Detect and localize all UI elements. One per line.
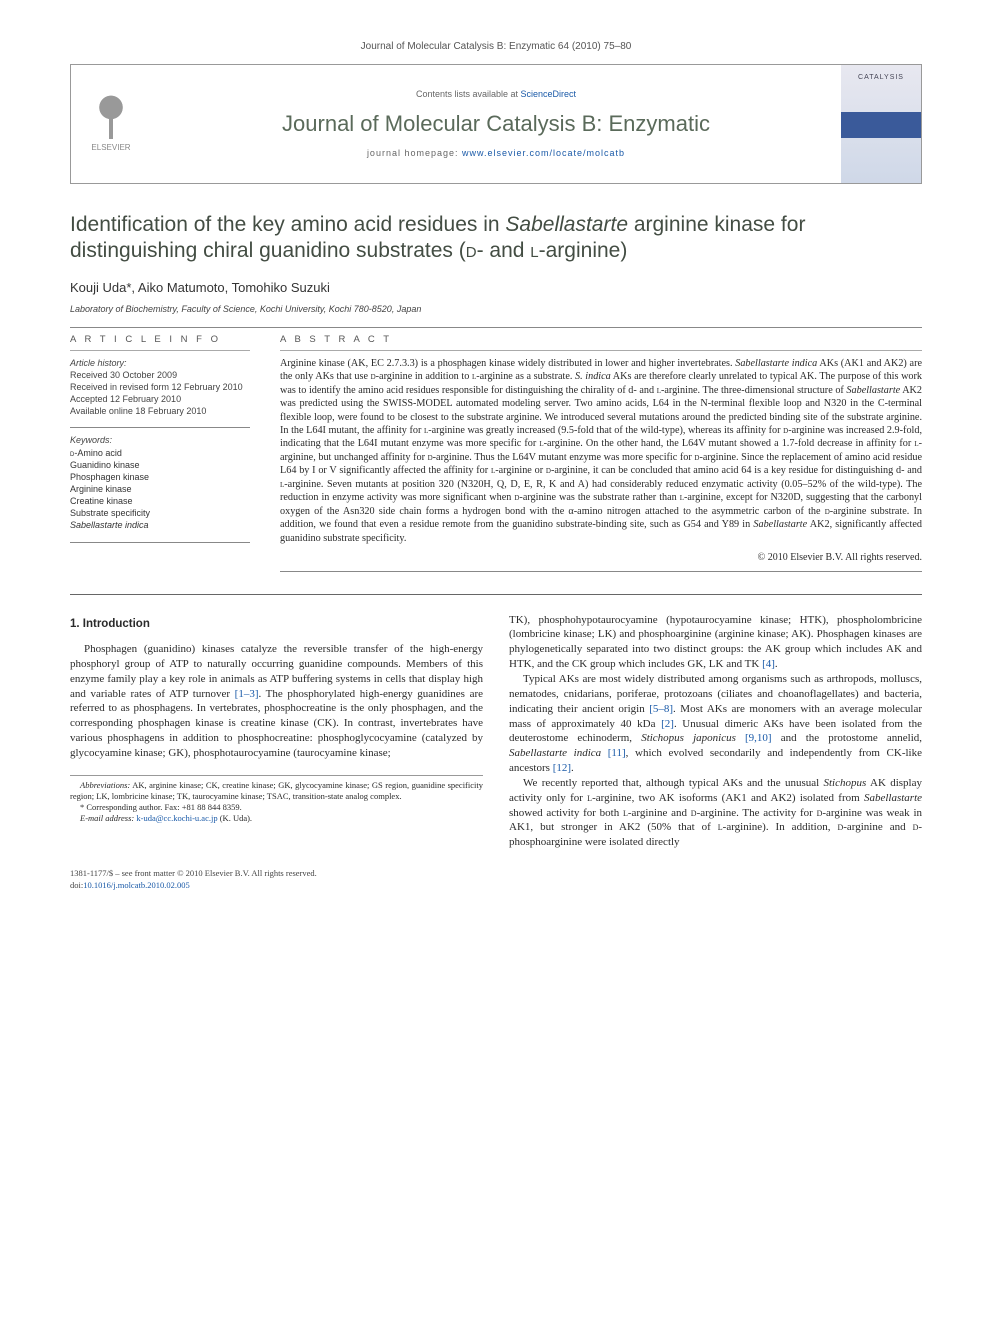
divider bbox=[70, 594, 922, 595]
page-footer: 1381-1177/$ – see front matter © 2010 El… bbox=[70, 868, 922, 891]
email-suffix: (K. Uda). bbox=[218, 813, 252, 823]
citation-link[interactable]: [12] bbox=[553, 762, 571, 774]
history-label: Article history: bbox=[70, 357, 250, 369]
citation-link[interactable]: [9,10] bbox=[745, 732, 772, 744]
corresponding-footnote: * Corresponding author. Fax: +81 88 844 … bbox=[70, 802, 483, 813]
title-italic: Sabellastarte bbox=[505, 213, 628, 236]
elsevier-tree-icon bbox=[92, 93, 130, 141]
title-sc: d bbox=[466, 239, 477, 262]
email-link[interactable]: k-uda@cc.kochi-u.ac.jp bbox=[136, 813, 217, 823]
divider bbox=[70, 327, 922, 328]
doi-label: doi: bbox=[70, 880, 83, 890]
divider bbox=[70, 427, 250, 428]
running-head: Journal of Molecular Catalysis B: Enzyma… bbox=[70, 40, 922, 54]
sciencedirect-link[interactable]: ScienceDirect bbox=[521, 89, 577, 99]
p3-text: Typical AKs are most widely distributed … bbox=[509, 673, 922, 774]
title-sc: l bbox=[530, 239, 538, 262]
history-item: Received 30 October 2009 bbox=[70, 369, 250, 381]
p4-text: We recently reported that, although typi… bbox=[509, 777, 922, 848]
journal-cover-thumb: CATALYSIS bbox=[841, 65, 921, 183]
history-block: Article history: Received 30 October 200… bbox=[70, 357, 250, 418]
info-abstract-row: A R T I C L E I N F O Article history: R… bbox=[70, 334, 922, 574]
citation-link[interactable]: [1–3] bbox=[235, 688, 259, 700]
email-footnote: E-mail address: k-uda@cc.kochi-u.ac.jp (… bbox=[70, 813, 483, 824]
homepage-line: journal homepage: www.elsevier.com/locat… bbox=[161, 147, 831, 159]
contents-line: Contents lists available at ScienceDirec… bbox=[161, 88, 831, 100]
abbrev-footnote: Abbreviations: AK, arginine kinase; CK, … bbox=[70, 780, 483, 802]
issn-line: 1381-1177/$ – see front matter © 2010 El… bbox=[70, 868, 922, 879]
cover-label: CATALYSIS bbox=[858, 73, 904, 82]
history-item: Received in revised form 12 February 201… bbox=[70, 381, 250, 393]
affiliation: Laboratory of Biochemistry, Faculty of S… bbox=[70, 303, 922, 315]
citation-link[interactable]: [4] bbox=[762, 658, 775, 670]
header-center: Contents lists available at ScienceDirec… bbox=[151, 65, 841, 183]
title-part: Identification of the key amino acid res… bbox=[70, 213, 505, 236]
homepage-link[interactable]: www.elsevier.com/locate/molcatb bbox=[462, 148, 625, 158]
journal-title: Journal of Molecular Catalysis B: Enzyma… bbox=[161, 109, 831, 139]
article-info-heading: A R T I C L E I N F O bbox=[70, 334, 250, 351]
citation-link[interactable]: [2] bbox=[661, 718, 674, 730]
title-part: -arginine) bbox=[539, 239, 628, 262]
paragraph: Typical AKs are most widely distributed … bbox=[509, 672, 922, 776]
keyword: Phosphagen kinase bbox=[70, 471, 250, 483]
paragraph: We recently reported that, although typi… bbox=[509, 776, 922, 850]
abstract-heading: A B S T R A C T bbox=[280, 334, 922, 351]
keyword: d-Amino acid bbox=[70, 447, 250, 459]
footnotes: Abbreviations: AK, arginine kinase; CK, … bbox=[70, 775, 483, 824]
p2-text: TK), phosphohypotaurocyamine (hypotauroc… bbox=[509, 614, 922, 671]
contents-prefix: Contents lists available at bbox=[416, 89, 521, 99]
keyword: Creatine kinase bbox=[70, 495, 250, 507]
cover-band bbox=[841, 112, 921, 138]
keyword: Arginine kinase bbox=[70, 483, 250, 495]
keywords-block: Keywords: d-Amino acid Guanidino kinase … bbox=[70, 434, 250, 531]
elsevier-logo: ELSEVIER bbox=[71, 65, 151, 183]
homepage-prefix: journal homepage: bbox=[367, 148, 462, 158]
email-label: E-mail address: bbox=[80, 813, 136, 823]
article-title: Identification of the key amino acid res… bbox=[70, 212, 922, 266]
p1-text: Phosphagen (guanidino) kinases catalyze … bbox=[70, 643, 483, 759]
abbrev-text: AK, arginine kinase; CK, creatine kinase… bbox=[70, 780, 483, 801]
article-info: A R T I C L E I N F O Article history: R… bbox=[70, 334, 250, 574]
abstract-column: A B S T R A C T Arginine kinase (AK, EC … bbox=[280, 334, 922, 574]
keyword: Sabellastarte indica bbox=[70, 519, 250, 531]
section-heading: 1. Introduction bbox=[70, 617, 483, 633]
paragraph: TK), phosphohypotaurocyamine (hypotauroc… bbox=[509, 613, 922, 672]
copyright: © 2010 Elsevier B.V. All rights reserved… bbox=[280, 551, 922, 565]
history-item: Accepted 12 February 2010 bbox=[70, 393, 250, 405]
journal-header: ELSEVIER Contents lists available at Sci… bbox=[70, 64, 922, 184]
abstract-text: Arginine kinase (AK, EC 2.7.3.3) is a ph… bbox=[280, 357, 922, 545]
history-item: Available online 18 February 2010 bbox=[70, 405, 250, 417]
doi-link[interactable]: 10.1016/j.molcatb.2010.02.005 bbox=[83, 880, 189, 890]
keywords-label: Keywords: bbox=[70, 434, 250, 446]
body-text: 1. Introduction Phosphagen (guanidino) k… bbox=[70, 613, 922, 851]
keyword: Guanidino kinase bbox=[70, 459, 250, 471]
doi-line: doi:10.1016/j.molcatb.2010.02.005 bbox=[70, 880, 922, 891]
paragraph: Phosphagen (guanidino) kinases catalyze … bbox=[70, 642, 483, 761]
elsevier-text: ELSEVIER bbox=[91, 143, 130, 154]
citation-link[interactable]: [5–8] bbox=[649, 703, 673, 715]
divider bbox=[70, 542, 250, 543]
keyword: Substrate specificity bbox=[70, 507, 250, 519]
title-part: - and bbox=[477, 239, 531, 262]
citation-link[interactable]: [11] bbox=[608, 747, 626, 759]
abbrev-label: Abbreviations: bbox=[80, 780, 130, 790]
divider bbox=[280, 571, 922, 572]
authors: Kouji Uda*, Aiko Matumoto, Tomohiko Suzu… bbox=[70, 279, 922, 297]
